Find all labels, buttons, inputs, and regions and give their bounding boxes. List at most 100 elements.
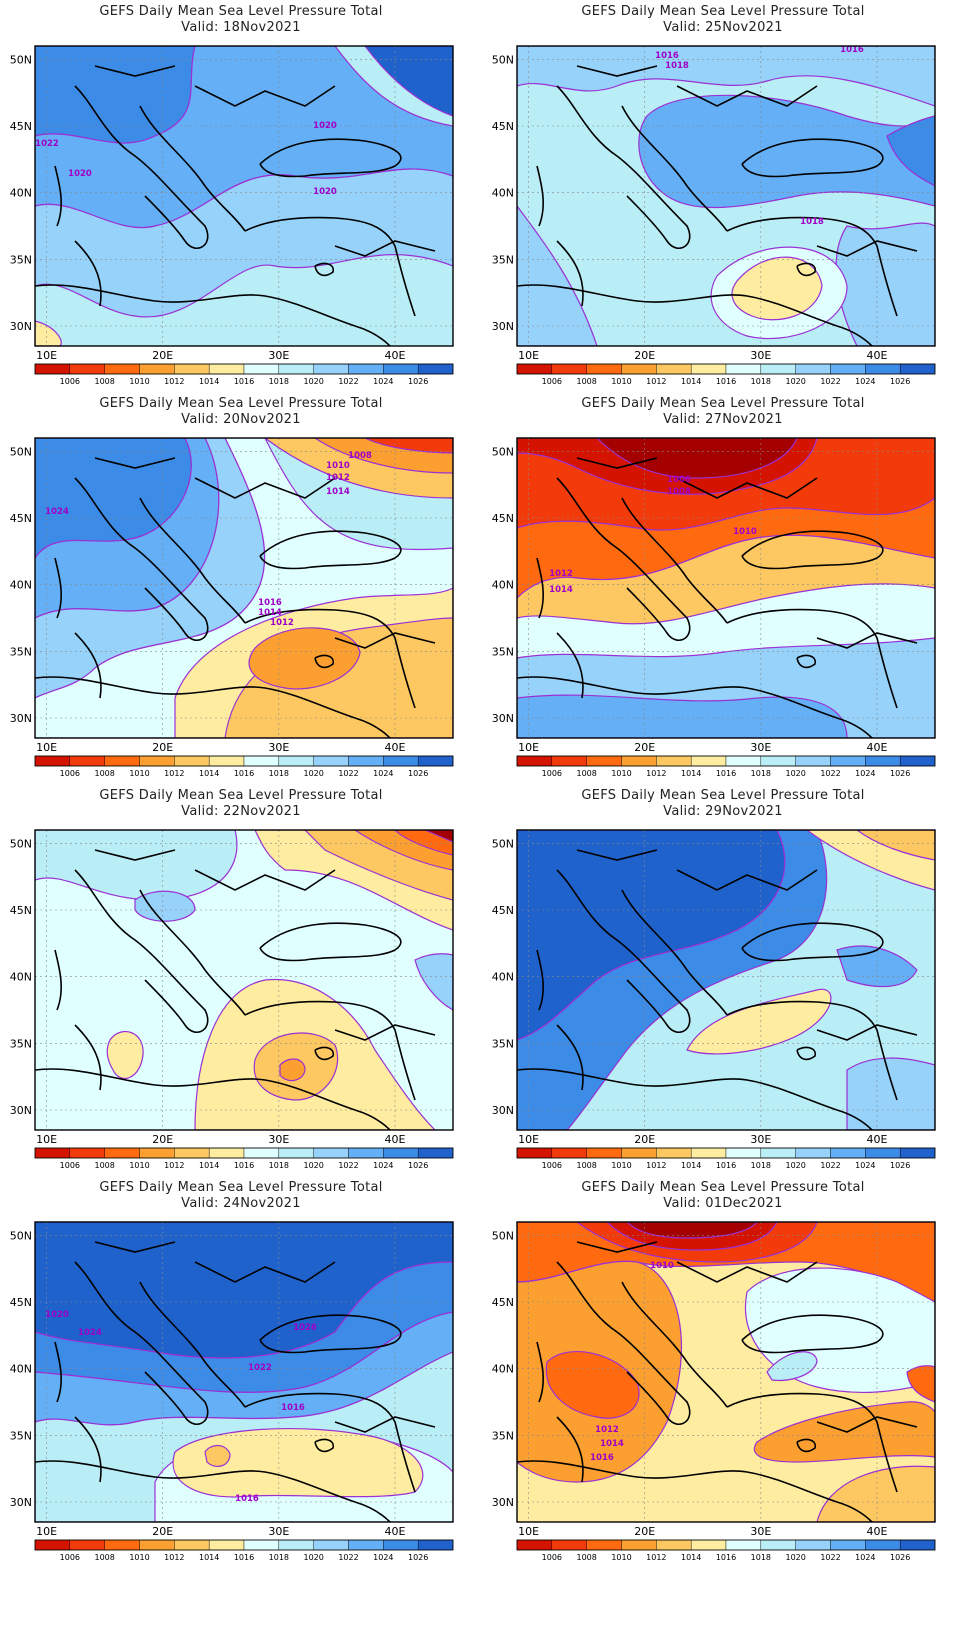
coastline [556, 632, 584, 699]
coastline [741, 530, 884, 570]
colorbar-label: 1026 [408, 377, 428, 386]
colorbar-frame [34, 755, 454, 767]
colorbar-label: 1018 [751, 1553, 771, 1562]
coastline [621, 497, 728, 624]
coastline [314, 1046, 335, 1061]
longitude-label: 30E [268, 349, 289, 362]
coastline [334, 632, 436, 649]
coastline [74, 1024, 102, 1091]
colorbar-label: 1018 [269, 1161, 289, 1170]
colorbar-swatch [69, 363, 105, 375]
map-panel: GEFS Daily Mean Sea Level Pressure Total… [482, 784, 964, 1194]
colorbar-label: 1026 [890, 769, 910, 778]
coastline [74, 85, 209, 249]
longitude-label: 40E [866, 741, 887, 754]
colorbar-swatch [417, 755, 454, 767]
contour-label: 1008 [348, 451, 372, 461]
longitude-label: 10E [518, 1133, 539, 1146]
latitude-label: 40N [10, 1363, 32, 1376]
pressure-band [517, 694, 848, 738]
pressure-band [424, 830, 453, 843]
colorbar-swatch [586, 1539, 622, 1551]
colorbar-label: 1020 [785, 377, 805, 386]
colorbar-label: 1026 [408, 1161, 428, 1170]
colorbar-label: 1022 [338, 769, 358, 778]
latitude-label: 30N [10, 712, 32, 725]
colorbar-swatch [104, 363, 140, 375]
map-frame [516, 829, 936, 1131]
coastline [314, 262, 335, 277]
colorbar-swatch [899, 755, 936, 767]
coastline [94, 1241, 176, 1253]
colorbar-swatch [830, 363, 866, 375]
coastline [796, 262, 817, 277]
contour-label: 1012 [326, 473, 350, 483]
colorbar-frame [34, 363, 454, 375]
colorbar-swatch [383, 1539, 419, 1551]
coastline [74, 1261, 209, 1425]
latitude-label: 35N [10, 253, 32, 266]
coastline [676, 869, 818, 891]
colorbar-swatch [656, 755, 692, 767]
longitude-label: 20E [152, 349, 173, 362]
longitude-label: 20E [634, 741, 655, 754]
coastline [576, 1241, 658, 1253]
pressure-band [906, 1365, 935, 1403]
longitude-label: 10E [36, 1133, 57, 1146]
coastline [556, 1024, 584, 1091]
map-frame [516, 45, 936, 347]
contour-label: 1016 [655, 51, 679, 61]
colorbar-swatch [104, 1539, 140, 1551]
colorbar-swatch [313, 363, 349, 375]
coastline [94, 457, 176, 469]
coastline [259, 138, 402, 178]
pressure-field [517, 830, 935, 1130]
contour-label: 1024 [78, 1328, 102, 1338]
contour-label: 1012 [549, 569, 573, 579]
colorbar-label: 1026 [890, 377, 910, 386]
latitude-label: 45N [492, 1296, 514, 1309]
longitude-label: 40E [384, 1525, 405, 1538]
colorbar-swatch [865, 1539, 901, 1551]
colorbar-swatch [899, 1147, 936, 1159]
colorbar-swatch [656, 1147, 692, 1159]
panel-valid-date: Valid: 22Nov2021 [181, 804, 301, 819]
coastline [816, 240, 918, 257]
map-panel: GEFS Daily Mean Sea Level Pressure Total… [0, 0, 482, 410]
colorbar-swatch [278, 755, 314, 767]
panel-valid-date: Valid: 18Nov2021 [181, 20, 301, 35]
colorbar-frame [516, 1539, 936, 1551]
colorbar-swatch [243, 1539, 280, 1551]
colorbar-swatch [417, 363, 454, 375]
longitude-label: 20E [634, 1133, 655, 1146]
colorbar-swatch [417, 1539, 454, 1551]
colorbar-frame [34, 1147, 454, 1159]
contour-label: 1012 [270, 618, 294, 628]
coastline [74, 869, 209, 1033]
colorbar-swatch [139, 1539, 175, 1551]
panel-valid-date: Valid: 27Nov2021 [663, 412, 783, 427]
colorbar-label: 1010 [129, 1553, 149, 1562]
coastline [517, 676, 873, 738]
colorbar-label: 1026 [408, 769, 428, 778]
colorbar-swatch [278, 363, 314, 375]
coastline [741, 1314, 884, 1354]
colorbar-label: 1010 [611, 1161, 631, 1170]
colorbar-swatch [208, 1539, 245, 1551]
latitude-label: 40N [492, 1363, 514, 1376]
colorbar-label: 1018 [751, 769, 771, 778]
colorbar-swatch [760, 1147, 796, 1159]
colorbar-swatch [760, 755, 796, 767]
contour-label: 1014 [549, 585, 573, 595]
latitude-label: 35N [492, 253, 514, 266]
longitude-label: 10E [36, 349, 57, 362]
contour-label: 1018 [800, 217, 824, 227]
contour-label: 1016 [840, 45, 864, 55]
colorbar-label: 1026 [890, 1161, 910, 1170]
colorbar-swatch [899, 1539, 936, 1551]
colorbar-swatch [104, 755, 140, 767]
colorbar-swatch [348, 1147, 384, 1159]
longitude-label: 10E [36, 1525, 57, 1538]
coastline [74, 240, 102, 307]
